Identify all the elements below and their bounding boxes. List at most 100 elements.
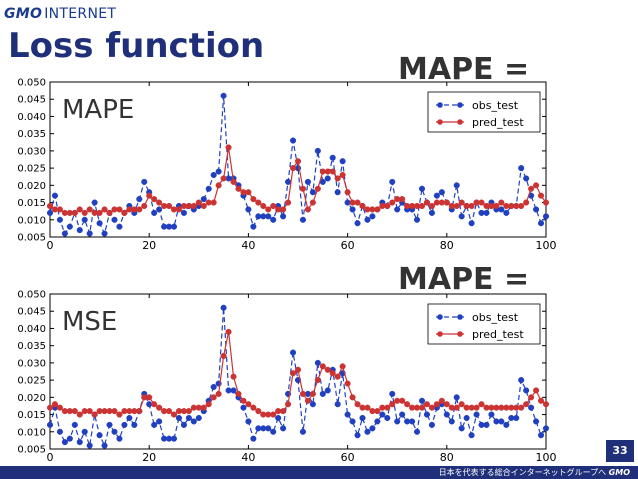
- data-point-obs_test: [96, 220, 103, 227]
- x-tick-label: 20: [142, 239, 156, 252]
- y-tick-label: 0.035: [17, 341, 46, 352]
- data-point-pred_test: [230, 178, 237, 185]
- data-point-obs_test: [533, 206, 540, 213]
- data-point-pred_test: [215, 182, 222, 189]
- data-point-obs_test: [280, 213, 287, 220]
- data-point-obs_test: [61, 230, 68, 237]
- data-point-obs_test: [523, 175, 530, 182]
- data-point-obs_test: [513, 414, 520, 422]
- data-point-pred_test: [518, 404, 525, 411]
- data-point-obs_test: [180, 421, 187, 428]
- data-point-obs_test: [270, 428, 277, 435]
- legend-label-pred_test: pred_test: [472, 116, 524, 129]
- data-point-pred_test: [270, 202, 277, 210]
- data-point-obs_test: [483, 421, 490, 428]
- data-point-pred_test: [175, 206, 183, 213]
- y-tick-label: 0.050: [17, 290, 46, 301]
- y-tick-label: 0.005: [17, 445, 46, 456]
- data-point-obs_test: [463, 414, 470, 422]
- data-point-obs_test: [46, 421, 54, 428]
- legend-label-pred_test: pred_test: [472, 328, 524, 341]
- data-point-pred_test: [151, 196, 158, 203]
- data-point-obs_test: [309, 401, 316, 408]
- data-point-obs_test: [528, 404, 535, 411]
- data-point-pred_test: [334, 373, 341, 380]
- data-point-obs_test: [394, 418, 401, 425]
- x-tick-label: 20: [142, 451, 156, 464]
- data-point-obs_test: [56, 216, 63, 223]
- data-point-obs_test: [265, 213, 272, 220]
- data-point-pred_test: [389, 199, 396, 206]
- data-point-pred_test: [285, 199, 292, 206]
- data-point-obs_test: [453, 182, 460, 189]
- data-point-obs_test: [151, 209, 158, 216]
- data-point-obs_test: [369, 213, 376, 220]
- data-point-pred_test: [354, 401, 361, 408]
- data-point-pred_test: [116, 206, 123, 213]
- data-point-pred_test: [260, 202, 267, 210]
- data-point-pred_test: [329, 168, 336, 175]
- data-point-pred_test: [200, 202, 207, 210]
- data-point-obs_test: [542, 213, 550, 220]
- data-point-pred_test: [141, 202, 148, 210]
- y-tick-label: 0.020: [17, 181, 46, 192]
- data-point-pred_test: [235, 390, 242, 397]
- data-point-obs_test: [379, 411, 386, 418]
- data-point-pred_test: [344, 380, 351, 387]
- data-point-pred_test: [364, 404, 371, 411]
- data-point-obs_test: [498, 418, 505, 425]
- data-point-pred_test: [533, 387, 540, 394]
- footer-tagline: 日本を代表する総合インターネットグループへ GMO: [439, 466, 630, 479]
- data-point-pred_test: [220, 175, 227, 182]
- x-tick-label: 60: [341, 239, 355, 252]
- slide-title: Loss function: [8, 26, 265, 66]
- data-point-pred_test: [136, 408, 143, 415]
- data-point-pred_test: [428, 404, 435, 411]
- data-point-pred_test: [56, 206, 63, 213]
- logo-internet: INTERNET: [44, 6, 117, 22]
- data-point-obs_test: [250, 223, 257, 230]
- data-point-pred_test: [349, 394, 356, 401]
- panel-label: MSE: [62, 307, 117, 337]
- data-point-pred_test: [384, 202, 391, 210]
- data-point-pred_test: [294, 158, 302, 165]
- data-point-obs_test: [413, 428, 421, 435]
- data-point-obs_test: [438, 189, 445, 196]
- data-point-pred_test: [528, 394, 535, 401]
- data-point-pred_test: [280, 408, 287, 415]
- data-point-obs_test: [399, 411, 406, 418]
- data-point-obs_test: [518, 165, 525, 172]
- data-point-pred_test: [146, 394, 153, 401]
- y-tick-label: 0.045: [17, 95, 46, 106]
- data-point-obs_test: [195, 414, 202, 422]
- data-point-pred_test: [339, 363, 346, 370]
- data-point-pred_test: [533, 182, 540, 189]
- data-point-pred_test: [354, 199, 361, 206]
- data-point-pred_test: [136, 206, 143, 213]
- data-point-pred_test: [76, 411, 83, 418]
- data-point-obs_test: [349, 206, 356, 213]
- data-point-pred_test: [478, 199, 485, 206]
- data-point-pred_test: [265, 206, 272, 213]
- data-point-pred_test: [528, 185, 535, 192]
- y-tick-label: 0.030: [17, 146, 46, 157]
- data-point-pred_test: [294, 366, 302, 373]
- data-point-obs_test: [453, 394, 460, 401]
- data-point-pred_test: [289, 370, 297, 377]
- data-point-pred_test: [359, 202, 366, 210]
- legend-marker: [437, 331, 443, 337]
- data-point-obs_test: [369, 425, 376, 432]
- data-point-obs_test: [81, 216, 88, 223]
- data-point-pred_test: [96, 209, 103, 216]
- data-point-pred_test: [374, 206, 381, 213]
- mape-loss-chart: 0.005 0.010 0.015 0.020 0.025 0.030 0.035 0.040…: [17, 78, 556, 253]
- data-point-pred_test: [399, 397, 406, 404]
- data-point-pred_test: [299, 185, 307, 192]
- data-point-obs_test: [329, 154, 336, 161]
- y-tick-label: 0.040: [17, 112, 46, 123]
- data-point-obs_test: [230, 387, 237, 394]
- y-tick-label: 0.045: [17, 307, 46, 318]
- legend-marker: [437, 314, 443, 320]
- data-point-obs_test: [156, 418, 163, 425]
- data-point-obs_test: [498, 206, 505, 213]
